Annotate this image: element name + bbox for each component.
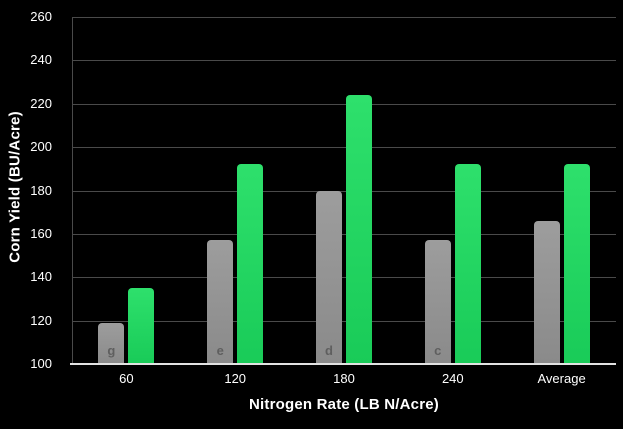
y-tick-label-120: 120 [30, 312, 52, 328]
bar-group-60: g [72, 17, 181, 364]
x-axis-title: Nitrogen Rate (LB N/Acre) [248, 396, 440, 413]
x-tick-label-Average: Average [537, 371, 586, 386]
bar-treatment-green-180 [345, 95, 372, 364]
bar-group-240: c [398, 17, 507, 364]
gridline-180 [72, 190, 616, 192]
y-tick-label-220: 220 [30, 95, 52, 111]
y-tick-label-100: 100 [30, 356, 52, 371]
y-tick-label-200: 200 [30, 139, 52, 155]
gridline-160 [72, 233, 616, 235]
bar-conventional-gray-60: g [98, 322, 125, 364]
y-tick-label-160: 160 [30, 225, 52, 241]
x-axis-line [70, 363, 616, 365]
bar-treatment-green-120 [237, 164, 264, 364]
y-axis-tick-labels: 100 120 140 160 180 200 220 240 260 [0, 9, 62, 371]
bar-letter-c: c [434, 343, 442, 358]
gridline-220 [72, 103, 616, 105]
bar-letter-g: g [107, 343, 116, 358]
bar-group-Average [507, 17, 616, 364]
bar-conventional-gray-120: e [207, 240, 234, 364]
x-tick-label-240: 240 [441, 371, 464, 386]
y-tick-label-240: 240 [30, 52, 52, 68]
bar-letter-e: e [216, 343, 224, 358]
y-tick-label-260: 260 [30, 9, 52, 24]
bar-conventional-gray-180: d [315, 190, 342, 364]
bar-treatment-green-240 [454, 164, 481, 364]
bar-letter-d: d [325, 343, 333, 358]
gridline-240 [72, 60, 616, 62]
bar-treatment-green-60 [128, 288, 155, 364]
gridline-140 [72, 277, 616, 279]
y-tick-label-140: 140 [30, 269, 52, 285]
bar-treatment-green-Average [563, 164, 590, 364]
x-axis-tick-labels: 60 120 180 240 Average [72, 371, 616, 386]
bar-group-180: d [290, 17, 399, 364]
x-tick-label-120: 120 [224, 371, 247, 386]
gridline-260 [72, 17, 616, 18]
y-tick-label-180: 180 [30, 182, 52, 198]
x-tick-label-60: 60 [119, 371, 134, 386]
gridline-200 [72, 147, 616, 149]
bar-conventional-gray-240: c [424, 240, 451, 364]
gridline-120 [72, 320, 616, 322]
bar-conventional-gray-Average [533, 220, 560, 364]
bar-group-120: e [181, 17, 290, 364]
x-tick-label-180: 180 [333, 371, 355, 386]
